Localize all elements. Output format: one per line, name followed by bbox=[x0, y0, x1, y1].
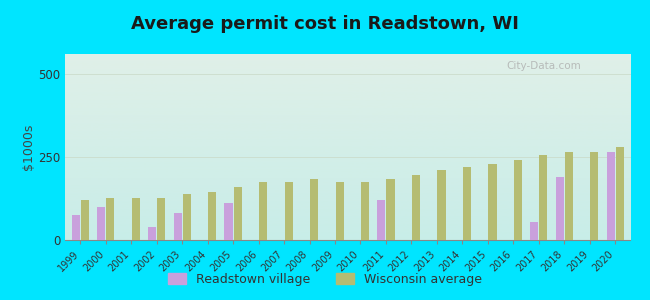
Bar bbox=[437, 170, 445, 240]
Text: City-Data.com: City-Data.com bbox=[506, 61, 581, 71]
Bar bbox=[540, 155, 547, 240]
Bar bbox=[233, 187, 242, 240]
Bar bbox=[157, 199, 165, 240]
Bar bbox=[285, 182, 292, 240]
Bar bbox=[106, 199, 114, 240]
Bar bbox=[463, 167, 471, 240]
Bar bbox=[208, 192, 216, 240]
Y-axis label: $1000s: $1000s bbox=[22, 124, 35, 170]
Bar bbox=[590, 152, 599, 240]
Bar bbox=[72, 215, 80, 240]
Bar bbox=[488, 164, 497, 240]
Bar bbox=[259, 182, 267, 240]
Bar bbox=[132, 199, 140, 240]
Bar bbox=[183, 194, 191, 240]
Text: Average permit cost in Readstown, WI: Average permit cost in Readstown, WI bbox=[131, 15, 519, 33]
Bar bbox=[412, 175, 420, 240]
Legend: Readstown village, Wisconsin average: Readstown village, Wisconsin average bbox=[162, 268, 488, 291]
Bar bbox=[377, 200, 385, 240]
Bar bbox=[174, 213, 181, 240]
Bar bbox=[81, 200, 89, 240]
Bar bbox=[148, 227, 156, 240]
Bar bbox=[606, 152, 615, 240]
Bar bbox=[224, 203, 233, 240]
Bar bbox=[556, 177, 564, 240]
Bar bbox=[387, 178, 395, 240]
Bar bbox=[565, 152, 573, 240]
Bar bbox=[335, 182, 344, 240]
Bar bbox=[530, 222, 538, 240]
Bar bbox=[616, 147, 624, 240]
Bar bbox=[361, 182, 369, 240]
Bar bbox=[97, 207, 105, 240]
Bar bbox=[310, 178, 318, 240]
Bar bbox=[514, 160, 522, 240]
